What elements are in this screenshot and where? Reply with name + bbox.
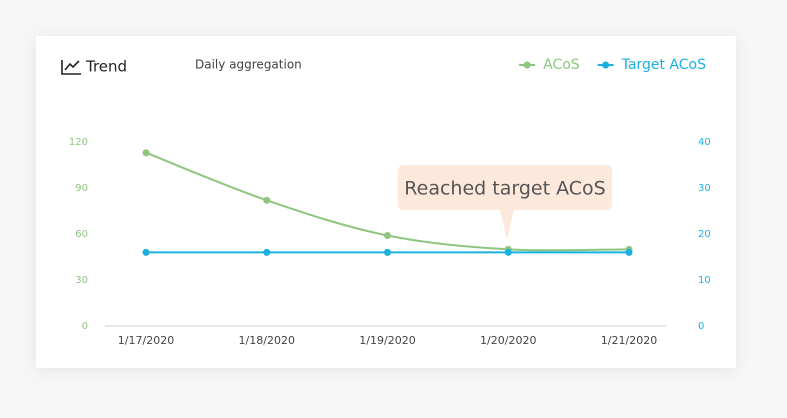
- annotation: Reached target ACoS: [398, 165, 612, 240]
- y2-tick-label: 40: [698, 137, 711, 148]
- y2-tick-label: 20: [698, 229, 711, 240]
- data-point: [263, 248, 271, 256]
- y2-tick-label: 30: [698, 183, 711, 194]
- data-point: [384, 232, 391, 240]
- y-tick-label: 60: [75, 229, 88, 240]
- x-tick-label: 1/20/2020: [480, 334, 536, 347]
- chart-title: Trend: [85, 58, 127, 76]
- data-point: [263, 196, 271, 204]
- legend-label[interactable]: ACoS: [543, 57, 580, 73]
- chart-subtitle: Daily aggregation: [195, 58, 302, 72]
- x-tick-label: 1/21/2020: [601, 334, 657, 347]
- y-tick-label: 0: [82, 321, 88, 332]
- y-tick-label: 90: [75, 183, 88, 194]
- data-point: [384, 248, 391, 256]
- x-tick-label: 1/17/2020: [118, 334, 174, 347]
- y-tick-label: 30: [75, 275, 88, 286]
- y-tick-label: 120: [69, 137, 88, 148]
- data-point: [142, 149, 150, 157]
- data-point: [142, 248, 150, 256]
- x-tick-label: 1/18/2020: [239, 334, 295, 347]
- data-point: [625, 248, 633, 256]
- legend-marker: [602, 61, 610, 69]
- data-point: [504, 248, 512, 256]
- trend-icon: [61, 60, 81, 75]
- annotation-text: Reached target ACoS: [404, 178, 605, 200]
- x-tick-label: 1/19/2020: [359, 334, 415, 347]
- legend-label[interactable]: Target ACoS: [621, 57, 706, 73]
- y2-tick-label: 0: [698, 321, 704, 332]
- card: [36, 36, 736, 368]
- y2-tick-label: 10: [698, 275, 711, 286]
- legend-marker: [523, 61, 531, 69]
